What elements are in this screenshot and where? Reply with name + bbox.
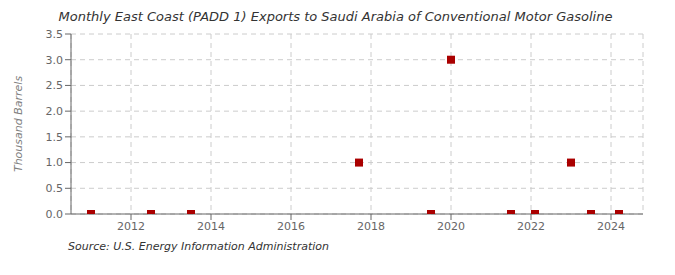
svg-text:2018: 2018 (357, 220, 385, 233)
svg-text:2024: 2024 (597, 220, 625, 233)
svg-text:3.5: 3.5 (46, 28, 64, 41)
svg-text:3.0: 3.0 (46, 54, 64, 67)
svg-text:0.0: 0.0 (46, 208, 64, 221)
svg-text:1.0: 1.0 (46, 156, 64, 169)
svg-text:2022: 2022 (517, 220, 545, 233)
svg-text:0.5: 0.5 (46, 182, 64, 195)
svg-text:Thousand Barrels: Thousand Barrels (12, 76, 25, 172)
svg-text:2014: 2014 (197, 220, 225, 233)
svg-text:1.5: 1.5 (46, 131, 64, 144)
svg-text:2012: 2012 (117, 220, 145, 233)
svg-text:2016: 2016 (277, 220, 305, 233)
svg-text:2.0: 2.0 (46, 105, 64, 118)
html-text:Source: U.S. Energy Informatio: Source: U.S. Energy Information Administ… (68, 240, 329, 253)
svg-text:2020: 2020 (437, 220, 465, 233)
html-text:Monthly East Coast (PADD 1) Ex: Monthly East Coast (PADD 1) Exports to S… (58, 9, 613, 24)
svg-text:2.5: 2.5 (46, 79, 64, 92)
